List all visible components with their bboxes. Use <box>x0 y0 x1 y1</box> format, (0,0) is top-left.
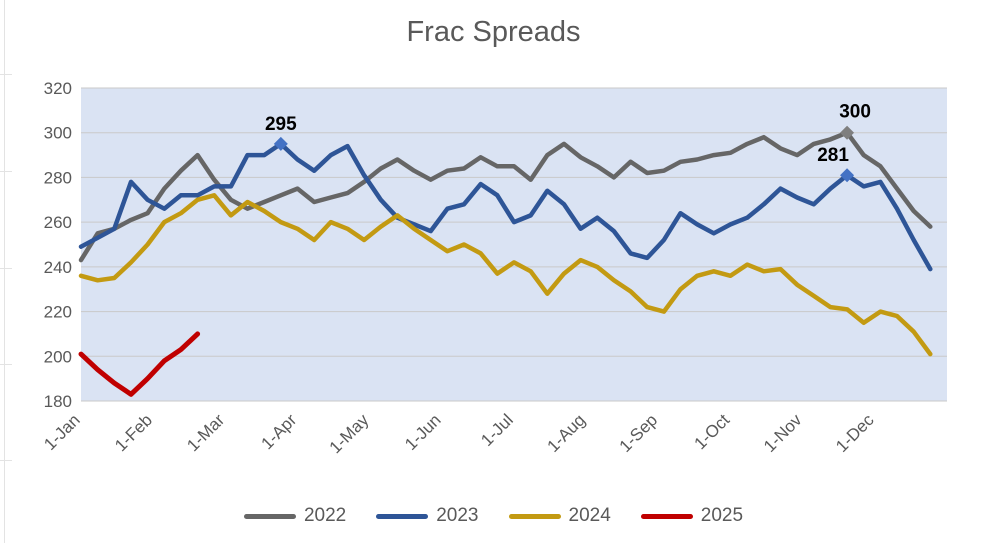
y-tick-label: 300 <box>44 124 72 143</box>
y-tick-label: 240 <box>44 258 72 277</box>
x-tick-label: 1-Jul <box>477 410 516 449</box>
sheet-gridline <box>0 364 12 365</box>
legend-item-2022: 2022 <box>243 505 347 527</box>
y-axis-ticks: 180 200 220 240 260 280 300 320 <box>44 79 72 411</box>
x-tick-label: 1-Aug <box>543 410 589 456</box>
data-label: 281 <box>817 145 849 166</box>
legend-swatch-2022 <box>243 513 296 519</box>
gridlines <box>81 87 947 402</box>
y-tick-label: 260 <box>44 213 72 232</box>
legend-swatch-2025 <box>640 513 693 519</box>
legend-label-2022: 2022 <box>303 505 347 526</box>
y-tick-label: 220 <box>44 303 72 322</box>
legend-label-2025: 2025 <box>700 505 744 526</box>
y-tick-label: 320 <box>44 79 72 98</box>
x-tick-label: 1-Mar <box>183 410 228 455</box>
x-axis-ticks: 1-Jan 1-Feb 1-Mar 1-Apr 1-May 1-Jun 1-Jul 1-Aug… <box>40 410 878 457</box>
series-line-2024 <box>78 193 933 357</box>
legend-label-2023: 2023 <box>436 505 479 526</box>
data-label: 295 <box>265 114 297 135</box>
legend-item-2024: 2024 <box>508 505 611 527</box>
marker-300 <box>840 125 855 140</box>
x-tick-label: 1-Apr <box>257 410 300 453</box>
legend: 2022 2023 2024 2025 <box>0 505 987 527</box>
y-tick-label: 280 <box>44 168 72 187</box>
series-line-2025 <box>78 331 201 397</box>
legend-label-2024: 2024 <box>568 505 611 526</box>
legend-item-2025: 2025 <box>640 505 744 527</box>
sheet-gridline <box>0 74 12 75</box>
y-tick-label: 180 <box>44 392 72 411</box>
legend-swatch-2024 <box>508 513 561 519</box>
sheet-gridline <box>4 0 5 543</box>
sheet-gridline <box>0 171 12 172</box>
legend-item-2023: 2023 <box>376 505 479 527</box>
chart-title: Frac Spreads <box>406 16 581 48</box>
x-tick-label: 1-Jan <box>40 410 84 454</box>
series-line-2023 <box>78 141 933 272</box>
sheet-gridline <box>0 460 12 461</box>
annotations: 295 300 281 <box>265 102 871 183</box>
x-tick-label: 1-Dec <box>832 410 878 456</box>
x-tick-label: 1-Oct <box>691 410 734 453</box>
plot-area <box>81 88 947 401</box>
x-tick-label: 1-May <box>326 410 373 457</box>
data-label: 300 <box>839 102 871 123</box>
x-tick-label: 1-Nov <box>760 410 806 456</box>
legend-swatch-2023 <box>376 513 429 519</box>
y-tick-label: 200 <box>44 347 72 366</box>
sheet-gridline <box>0 268 12 269</box>
marker-295 <box>273 136 288 151</box>
x-tick-label: 1-Jun <box>401 410 445 454</box>
marker-281 <box>840 168 855 183</box>
x-tick-label: 1-Sep <box>616 410 662 456</box>
x-tick-label: 1-Feb <box>111 410 156 455</box>
series-line-2022 <box>78 130 933 263</box>
series-lines <box>78 130 933 397</box>
